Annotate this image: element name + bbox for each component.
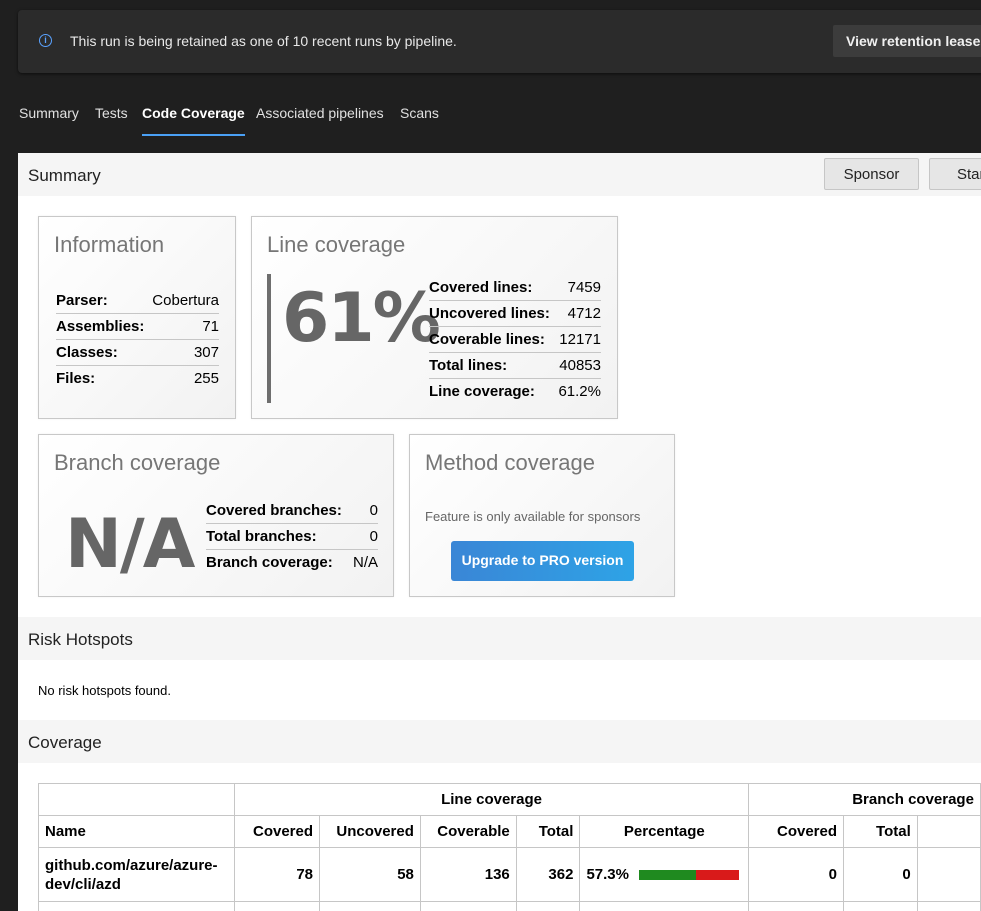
info-row-classes: Classes: 307 (56, 340, 219, 366)
banner-message: This run is being retained as one of 10 … (70, 33, 457, 49)
line-row-coverable: Coverable lines: 12171 (429, 327, 601, 353)
row-covered: 78 (233, 847, 321, 902)
row-total: 362 (515, 847, 581, 902)
star-button[interactable]: Star (929, 158, 981, 190)
coverage-bar-covered (639, 870, 697, 881)
method-coverage-card: Method coverage Feature is only availabl… (409, 434, 675, 597)
tab-associated-pipelines[interactable]: Associated pipelines (256, 105, 384, 121)
branch-coverage-value: N/A (65, 505, 195, 584)
col-total[interactable]: Total (515, 815, 581, 848)
row-branch-total: 0 (843, 847, 918, 902)
col-branch-total[interactable]: Total (843, 815, 918, 848)
coverage-bar-uncovered (696, 870, 740, 881)
branch-row-coverage: Branch coverage: N/A (206, 554, 378, 571)
group-header-branch-coverage: Branch coverage (748, 783, 981, 816)
line-coverage-table: Covered lines: 7459 Uncovered lines: 4712 … (429, 275, 601, 405)
row-percentage: 57.3% (579, 847, 750, 902)
information-title: Information (54, 232, 165, 257)
line-row-uncovered: Uncovered lines: 4712 (429, 301, 601, 327)
row-uncovered: 58 (319, 847, 421, 902)
information-card: Information Parser: Cobertura Assemblies:… (38, 216, 236, 419)
row-coverable: 136 (419, 847, 517, 902)
line-coverage-title: Line coverage (267, 232, 406, 257)
table-group-header-row: Line coverage Branch coverage (38, 783, 981, 816)
coverage-header: Coverage (18, 720, 981, 763)
info-icon: i (39, 34, 52, 47)
information-table: Parser: Cobertura Assemblies: 71 Classes: 3… (56, 288, 219, 392)
branch-row-covered: Covered branches: 0 (206, 498, 378, 524)
col-name[interactable]: Name (38, 815, 235, 848)
branch-row-total: Total branches: 0 (206, 524, 378, 550)
line-row-coverage: Line coverage: 61.2% (429, 383, 601, 400)
method-coverage-title: Method coverage (425, 450, 595, 475)
summary-title: Summary (28, 166, 101, 185)
info-row-assemblies: Assemblies: 71 (56, 314, 219, 340)
group-header-empty (38, 783, 235, 816)
branch-coverage-card: Branch coverage N/A Covered branches: 0 T… (38, 434, 394, 597)
risk-hotspots-header: Risk Hotspots (18, 617, 981, 660)
tab-tests[interactable]: Tests (95, 105, 128, 121)
coverage-report: Summary Sponsor Star Information Parser:… (18, 153, 981, 911)
line-coverage-bar (267, 274, 271, 403)
sponsor-only-note: Feature is only available for sponsors (425, 509, 641, 524)
col-percentage[interactable]: Percentage (579, 815, 750, 848)
line-row-covered: Covered lines: 7459 (429, 275, 601, 301)
info-row-files: Files: 255 (56, 370, 219, 387)
view-retention-leases-button[interactable]: View retention leases (833, 25, 981, 57)
table-row[interactable]: github.com/azure/azure- dev/cli/azd 78 5… (38, 847, 981, 902)
upgrade-pro-button[interactable]: Upgrade to PRO version (451, 541, 634, 581)
row-branch-extra (916, 847, 981, 902)
col-uncovered[interactable]: Uncovered (319, 815, 421, 848)
line-row-total: Total lines: 40853 (429, 353, 601, 379)
row-percentage-text: 57.3% (586, 866, 629, 883)
info-row-parser: Parser: Cobertura (56, 288, 219, 314)
line-coverage-card: Line coverage 61% Covered lines: 7459 Unc… (251, 216, 618, 419)
risk-hotspots-title: Risk Hotspots (28, 630, 133, 649)
risk-hotspots-message: No risk hotspots found. (38, 683, 171, 698)
summary-header: Summary Sponsor Star (18, 153, 981, 196)
tab-summary[interactable]: Summary (19, 105, 79, 121)
row-branch-covered: 0 (748, 847, 845, 902)
table-row (38, 901, 981, 911)
coverage-progress-bar (639, 870, 740, 881)
tab-scans[interactable]: Scans (400, 105, 439, 121)
col-covered[interactable]: Covered (233, 815, 321, 848)
branch-coverage-table: Covered branches: 0 Total branches: 0 Bran… (206, 498, 378, 576)
col-coverable[interactable]: Coverable (419, 815, 517, 848)
sponsor-button[interactable]: Sponsor (824, 158, 919, 190)
tab-code-coverage[interactable]: Code Coverage (142, 105, 245, 137)
coverage-table: Line coverage Branch coverage Name Cover… (38, 783, 981, 911)
coverage-title: Coverage (28, 733, 102, 752)
branch-coverage-title: Branch coverage (54, 450, 221, 475)
group-header-line-coverage: Line coverage (233, 783, 750, 816)
col-branch-covered[interactable]: Covered (748, 815, 845, 848)
retention-banner: i This run is being retained as one of 1… (18, 10, 981, 73)
col-branch-extra (916, 815, 981, 848)
line-coverage-percent: 61% (282, 279, 441, 358)
row-name[interactable]: github.com/azure/azure- dev/cli/azd (38, 847, 235, 902)
table-column-header-row: Name Covered Uncovered Coverable Total P… (38, 815, 981, 848)
